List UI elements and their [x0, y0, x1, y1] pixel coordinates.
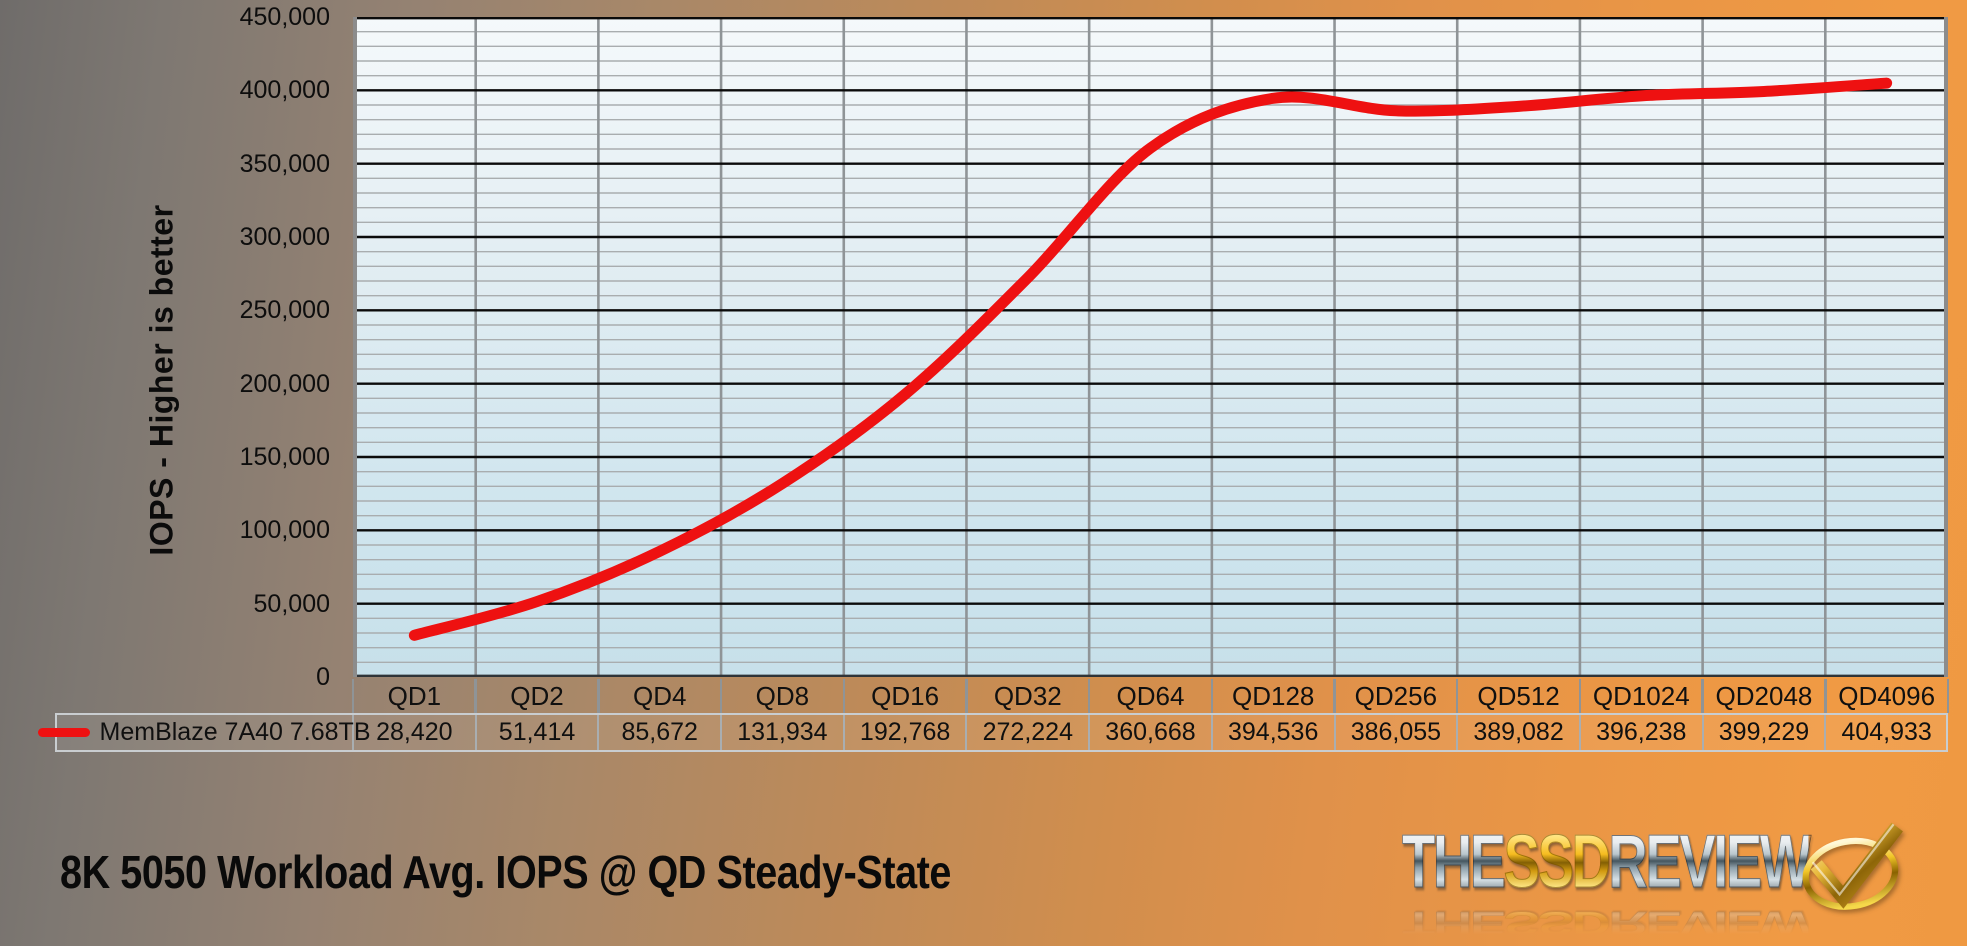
plot-area	[353, 17, 1948, 677]
table-separator	[719, 679, 723, 713]
y-tick-label: 100,000	[239, 516, 330, 545]
chart-title: 8K 5050 Workload Avg. IOPS @ QD Steady-S…	[60, 846, 951, 898]
table-separator	[965, 679, 968, 713]
value-cell: 192,768	[859, 718, 951, 746]
value-cell: 399,229	[1718, 718, 1810, 746]
table-separator	[351, 679, 355, 713]
logo-text: THESSDREVIEW	[1402, 823, 1812, 899]
value-cell: 394,536	[1228, 718, 1319, 746]
y-tick-label: 450,000	[239, 3, 330, 31]
table-separator	[1210, 679, 1214, 713]
table-separator	[1578, 679, 1582, 713]
x-axis-label: QD128	[1231, 681, 1315, 711]
table-separator	[1701, 679, 1704, 713]
legend-line-swatch	[37, 728, 90, 737]
table-separator	[1946, 679, 1950, 713]
x-axis-label: QD2048	[1715, 681, 1813, 711]
x-axis-label: QD512	[1477, 681, 1560, 711]
table-separator	[474, 715, 477, 750]
table-separator	[1578, 715, 1581, 750]
logo-ssd: SSD	[1503, 818, 1611, 904]
table-separator	[1087, 679, 1091, 713]
value-cell: 386,055	[1350, 718, 1442, 746]
y-tick-label: 200,000	[239, 369, 330, 398]
value-cell: 272,224	[982, 718, 1073, 746]
value-cell: 360,668	[1105, 718, 1196, 746]
thessdreview-logo: THESSDREVIEW THESSDREVIEW	[1402, 822, 1922, 946]
value-cell: 28,420	[376, 718, 453, 746]
table-separator	[842, 715, 845, 750]
x-axis-label: QD16	[871, 681, 940, 711]
value-cell: 389,082	[1473, 718, 1564, 746]
x-axis-label: QD32	[993, 681, 1062, 711]
table-separator	[1456, 715, 1459, 750]
y-tick-label: 150,000	[239, 443, 330, 471]
table-separator	[597, 715, 600, 750]
y-tick-label: 250,000	[239, 296, 330, 325]
value-cell: 51,414	[498, 718, 576, 746]
y-tick-label: 0	[316, 663, 330, 691]
table-separator	[1701, 715, 1704, 750]
x-axis-label: QD8	[755, 681, 810, 711]
value-cell: 131,934	[737, 718, 828, 746]
legend-item: MemBlaze 7A40 7.68TB	[37, 713, 371, 752]
logo-reflection: THESSDREVIEW	[1402, 904, 1809, 943]
y-tick-label: 50,000	[253, 589, 330, 618]
table-separator	[352, 715, 354, 750]
x-axis-label: QD2	[510, 681, 564, 711]
logo-the: THE	[1402, 818, 1507, 904]
value-cell: 404,933	[1841, 718, 1932, 746]
x-axis-label: QD4	[632, 681, 687, 711]
table-separator	[1333, 679, 1336, 713]
table-separator	[1210, 715, 1213, 750]
table-separator	[842, 679, 846, 713]
gold-check-icon	[1802, 822, 1903, 910]
x-axis-label: QD256	[1354, 681, 1438, 711]
table-separator	[474, 679, 477, 713]
table-separator	[1824, 715, 1827, 750]
value-cell: 396,238	[1596, 718, 1687, 746]
logo-review: REVIEW	[1608, 818, 1812, 904]
column-gridlines	[474, 17, 1827, 677]
value-row-border	[55, 713, 1948, 752]
table-separator	[720, 715, 723, 750]
table-separator	[597, 679, 600, 713]
series-line-memblaze	[408, 77, 1893, 641]
y-tick-label: 300,000	[239, 223, 330, 251]
y-tick-label: 350,000	[239, 149, 330, 178]
minor-gridlines	[353, 30, 1948, 664]
x-axis-label: QD4096	[1838, 681, 1936, 711]
y-tick-label: 400,000	[239, 76, 330, 105]
table-separator	[1824, 679, 1827, 713]
table-separator	[1455, 679, 1459, 713]
x-axis-label: QD64	[1116, 681, 1185, 711]
legend-label: MemBlaze 7A40 7.68TB	[99, 718, 371, 746]
value-cell: 85,672	[621, 718, 698, 746]
line-chart-svg	[353, 17, 1948, 677]
x-axis-label: QD1024	[1592, 681, 1690, 711]
plot-border	[353, 17, 1948, 677]
table-separator	[1333, 715, 1336, 750]
table-separator	[1088, 715, 1091, 750]
table-separator	[965, 715, 968, 750]
x-axis-label: QD1	[387, 681, 442, 711]
